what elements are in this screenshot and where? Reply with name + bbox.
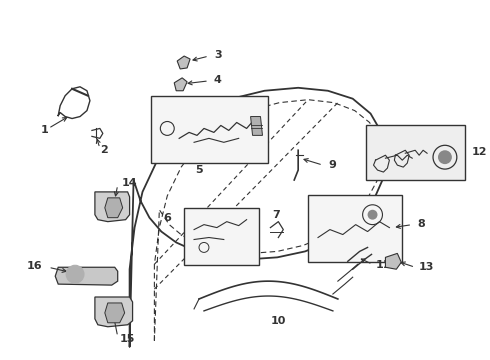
Text: 4: 4 <box>214 75 222 85</box>
Text: 8: 8 <box>417 219 425 229</box>
Polygon shape <box>174 78 187 91</box>
Text: 15: 15 <box>120 334 135 344</box>
Polygon shape <box>250 117 263 135</box>
FancyBboxPatch shape <box>151 96 269 163</box>
Text: 5: 5 <box>195 165 203 175</box>
FancyBboxPatch shape <box>366 126 465 180</box>
Polygon shape <box>105 303 124 323</box>
Text: 7: 7 <box>272 210 280 220</box>
Circle shape <box>368 210 377 220</box>
Polygon shape <box>95 297 133 327</box>
Text: 16: 16 <box>27 261 42 271</box>
Text: 2: 2 <box>100 145 108 155</box>
Text: 9: 9 <box>328 160 336 170</box>
Text: 11: 11 <box>375 260 391 270</box>
Polygon shape <box>95 192 129 222</box>
Text: 6: 6 <box>163 213 171 223</box>
Text: 10: 10 <box>270 316 286 326</box>
FancyBboxPatch shape <box>184 208 259 265</box>
Text: 12: 12 <box>472 147 487 157</box>
Circle shape <box>66 265 84 283</box>
Text: 14: 14 <box>122 178 137 188</box>
Text: 1: 1 <box>41 125 48 135</box>
Polygon shape <box>105 198 122 218</box>
Polygon shape <box>177 56 190 69</box>
FancyBboxPatch shape <box>308 195 402 262</box>
Circle shape <box>438 150 452 164</box>
Polygon shape <box>386 253 401 269</box>
Polygon shape <box>55 267 118 285</box>
Text: 13: 13 <box>419 262 435 272</box>
Text: 3: 3 <box>214 50 221 60</box>
